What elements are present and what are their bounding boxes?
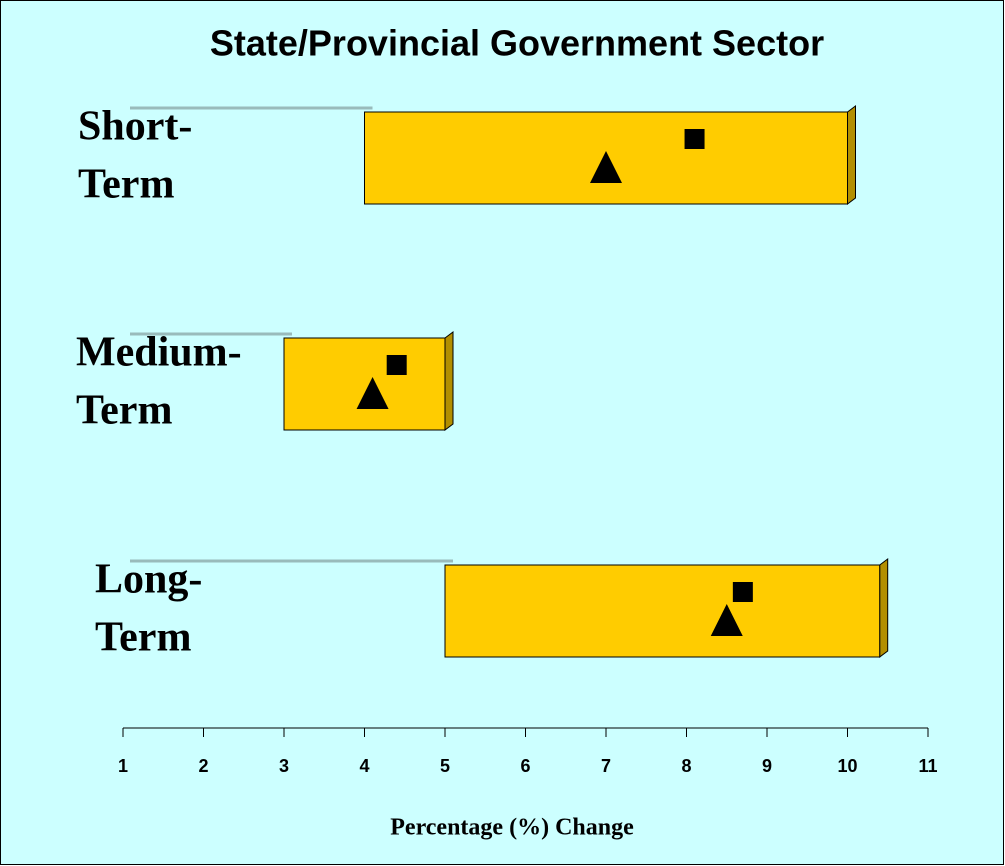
x-tick-label: 1 bbox=[118, 756, 128, 776]
triangle-marker bbox=[590, 151, 622, 183]
x-tick-label: 10 bbox=[837, 756, 857, 776]
square-marker bbox=[386, 355, 407, 375]
x-tick-label: 2 bbox=[198, 756, 208, 776]
category-label: Long- bbox=[95, 557, 202, 603]
category-label: Medium- bbox=[76, 330, 242, 376]
category-label: Term bbox=[76, 388, 172, 434]
x-tick-label: 7 bbox=[601, 756, 611, 776]
bar-side bbox=[879, 558, 889, 658]
square-marker bbox=[684, 129, 705, 149]
triangle-marker bbox=[710, 604, 743, 636]
triangle-marker bbox=[356, 377, 389, 409]
bar-side bbox=[444, 331, 454, 431]
x-tick-label: 9 bbox=[762, 756, 772, 776]
x-axis-label: Percentage (%) Change bbox=[390, 815, 634, 841]
x-tick-label: 11 bbox=[918, 756, 937, 776]
x-tick-label: 6 bbox=[520, 756, 530, 776]
x-tick-label: 5 bbox=[440, 756, 450, 776]
category-label: Short- bbox=[78, 104, 192, 150]
category-label: Term bbox=[95, 615, 191, 661]
chart-title: State/Provincial Government Sector bbox=[210, 23, 824, 64]
range-bar bbox=[444, 564, 881, 658]
x-tick-label: 4 bbox=[359, 756, 369, 776]
range-bar bbox=[283, 337, 446, 431]
category-label: Term bbox=[78, 162, 174, 208]
square-marker bbox=[732, 582, 753, 602]
x-tick-label: 8 bbox=[681, 756, 691, 776]
x-tick-label: 3 bbox=[279, 756, 289, 776]
bar-side bbox=[847, 105, 856, 205]
